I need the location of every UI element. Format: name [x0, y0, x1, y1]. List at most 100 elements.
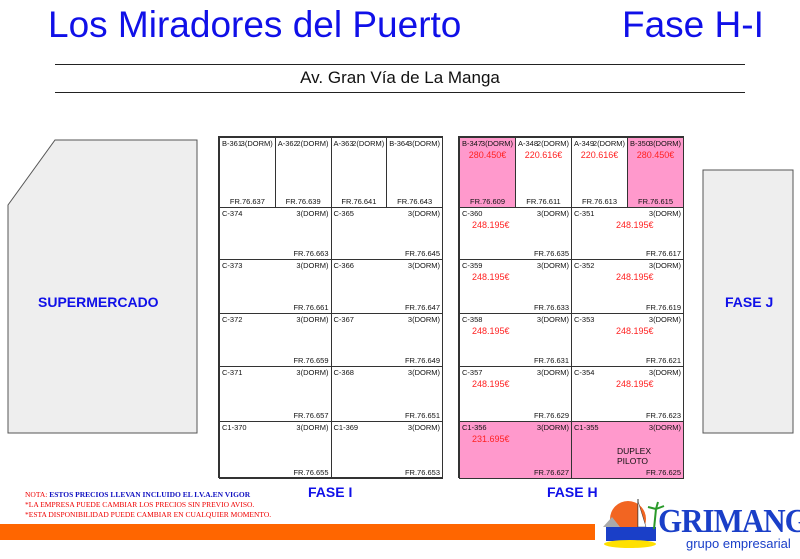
unit-a-348[interactable]: A-348 2(DORM) FR.76.611 220.616€ — [515, 137, 572, 208]
unit-a-349[interactable]: A-349 2(DORM) FR.76.613 220.616€ — [571, 137, 628, 208]
unit-c-372[interactable]: C-372 3(DORM) FR.76.659 — [219, 313, 332, 367]
unit-note: DUPLEX PILOTO — [617, 446, 652, 466]
unit-reference: FR.76.649 — [404, 356, 440, 365]
unit-price: 248.195€ — [472, 272, 510, 282]
unit-id: C-366 — [333, 261, 354, 270]
unit-id: B-361 — [222, 139, 243, 148]
unit-bedrooms: 3(DORM) — [296, 209, 329, 218]
unit-bedrooms: 3(DORM) — [536, 209, 569, 218]
note-line: *ESTA DISPONIBILIDAD PUEDE CAMBIAR EN CU… — [25, 510, 272, 519]
unit-b-361[interactable]: B-361 3(DORM) FR.76.637 — [219, 137, 276, 208]
unit-c1-356[interactable]: C1-356 3(DORM) FR.76.627 231.695€ — [459, 421, 572, 479]
unit-c-368[interactable]: C-368 3(DORM) FR.76.651 — [330, 366, 443, 422]
unit-bedrooms: 3(DORM) — [296, 261, 329, 270]
unit-reference: FR.76.657 — [293, 411, 329, 420]
unit-c1-369[interactable]: C1-369 3(DORM) FR.76.653 — [330, 421, 443, 479]
unit-id: C-372 — [222, 315, 243, 324]
unit-bedrooms: 3(DORM) — [407, 423, 440, 432]
unit-c-358[interactable]: C-358 3(DORM) FR.76.631 248.195€ — [459, 313, 572, 367]
unit-c-365[interactable]: C-365 3(DORM) FR.76.645 — [330, 207, 443, 260]
unit-reference: FR.76.611 — [526, 197, 561, 206]
unit-c-352[interactable]: C-352 3(DORM) FR.76.619 248.195€ — [571, 259, 684, 314]
unit-a-362[interactable]: A-362 2(DORM) FR.76.639 — [274, 137, 332, 208]
unit-id: C-358 — [462, 315, 483, 324]
unit-c-359[interactable]: C-359 3(DORM) FR.76.633 248.195€ — [459, 259, 572, 314]
unit-reference: FR.76.653 — [404, 468, 440, 477]
unit-c-367[interactable]: C-367 3(DORM) FR.76.649 — [330, 313, 443, 367]
unit-c-366[interactable]: C-366 3(DORM) FR.76.647 — [330, 259, 443, 314]
unit-price: 248.195€ — [472, 220, 510, 230]
logo-tagline: grupo empresarial — [686, 536, 791, 551]
unit-a-363[interactable]: A-363 2(DORM) FR.76.641 — [330, 137, 388, 208]
unit-c-371[interactable]: C-371 3(DORM) FR.76.657 — [219, 366, 332, 422]
divider — [55, 64, 745, 65]
note-line: ESTOS PRECIOS LLEVAN INCLUIDO EL I.V.A.E… — [49, 490, 251, 499]
unit-reference: FR.76.655 — [293, 468, 329, 477]
unit-c-374[interactable]: C-374 3(DORM) FR.76.663 — [219, 207, 332, 260]
unit-c-353[interactable]: C-353 3(DORM) FR.76.621 248.195€ — [571, 313, 684, 367]
grimanga-logo: GRIMANGA grupo empresarial — [598, 495, 800, 555]
unit-price: 248.195€ — [616, 379, 654, 389]
unit-c-357[interactable]: C-357 3(DORM) FR.76.629 248.195€ — [459, 366, 572, 422]
unit-b-347[interactable]: B-347 3(DORM) FR.76.609 280.450€ — [459, 137, 516, 208]
unit-id: C-368 — [333, 368, 354, 377]
unit-b-364[interactable]: B-364 3(DORM) FR.76.643 — [386, 137, 443, 208]
unit-id: C-374 — [222, 209, 243, 218]
unit-bedrooms: 3(DORM) — [536, 423, 569, 432]
unit-id: C-373 — [222, 261, 243, 270]
unit-bedrooms: 3(DORM) — [240, 139, 273, 148]
unit-bedrooms: 3(DORM) — [536, 368, 569, 377]
unit-bedrooms: 2(DORM) — [536, 139, 569, 148]
unit-bedrooms: 3(DORM) — [296, 315, 329, 324]
unit-price: 248.195€ — [616, 326, 654, 336]
unit-id: A-362 — [277, 139, 298, 148]
unit-price: 248.195€ — [472, 379, 510, 389]
unit-id: C-353 — [574, 315, 595, 324]
unit-reference: FR.76.637 — [229, 197, 265, 206]
unit-id: C1-370 — [222, 423, 247, 432]
unit-id: C-351 — [574, 209, 595, 218]
unit-reference: FR.76.615 — [637, 197, 674, 206]
unit-reference: FR.76.661 — [293, 303, 329, 312]
unit-c1-370[interactable]: C1-370 3(DORM) FR.76.655 — [219, 421, 332, 479]
unit-bedrooms: 3(DORM) — [648, 423, 681, 432]
unit-bedrooms: 3(DORM) — [407, 368, 440, 377]
unit-c-354[interactable]: C-354 3(DORM) FR.76.623 248.195€ — [571, 366, 684, 422]
unit-bedrooms: 3(DORM) — [296, 423, 329, 432]
unit-reference: FR.76.659 — [293, 356, 329, 365]
note-line: *LA EMPRESA PUEDE CAMBIAR LOS PRECIOS SI… — [25, 500, 255, 509]
unit-bedrooms: 3(DORM) — [407, 315, 440, 324]
unit-bedrooms: 3(DORM) — [648, 139, 681, 148]
fase-h-grid: B-347 3(DORM) FR.76.609 280.450€ A-348 2(DORM… — [458, 136, 684, 479]
fase-i-grid: B-361 3(DORM) FR.76.637 A-362 2(DORM) FR.76.6… — [218, 136, 443, 479]
unit-reference: FR.76.619 — [645, 303, 681, 312]
unit-reference: FR.76.663 — [293, 249, 329, 258]
unit-bedrooms: 2(DORM) — [296, 139, 329, 148]
unit-b-350[interactable]: B-350 3(DORM) FR.76.615 280.450€ — [627, 137, 684, 208]
unit-id: C1-369 — [333, 423, 359, 432]
unit-reference: FR.76.651 — [404, 411, 440, 420]
supermercado-label: SUPERMERCADO — [38, 294, 159, 310]
site-shapes — [7, 139, 794, 434]
unit-reference: FR.76.629 — [533, 411, 569, 420]
unit-bedrooms: 2(DORM) — [352, 139, 385, 148]
unit-c1-355[interactable]: C1-355 3(DORM) FR.76.625 DUPLEX PILOTO — [571, 421, 684, 479]
unit-price: 248.195€ — [472, 326, 510, 336]
page-title: Los Miradores del Puerto — [48, 4, 462, 45]
unit-reference: FR.76.639 — [285, 197, 321, 206]
unit-id: C-354 — [574, 368, 595, 377]
unit-bedrooms: 3(DORM) — [536, 315, 569, 324]
unit-bedrooms: 3(DORM) — [648, 209, 681, 218]
unit-c-360[interactable]: C-360 3(DORM) FR.76.635 248.195€ — [459, 207, 572, 260]
unit-c-351[interactable]: C-351 3(DORM) FR.76.617 248.195€ — [571, 207, 684, 260]
unit-price: 231.695€ — [472, 434, 510, 444]
unit-price: 220.616€ — [524, 150, 563, 160]
unit-id: C1-355 — [574, 423, 599, 432]
fase-h-label: FASE H — [547, 484, 598, 500]
logo-sunset-icon — [603, 499, 665, 548]
unit-bedrooms: 3(DORM) — [407, 261, 440, 270]
supermercado-block — [7, 139, 198, 434]
unit-bedrooms: 3(DORM) — [536, 261, 569, 270]
unit-id: C-371 — [222, 368, 243, 377]
unit-c-373[interactable]: C-373 3(DORM) FR.76.661 — [219, 259, 332, 314]
